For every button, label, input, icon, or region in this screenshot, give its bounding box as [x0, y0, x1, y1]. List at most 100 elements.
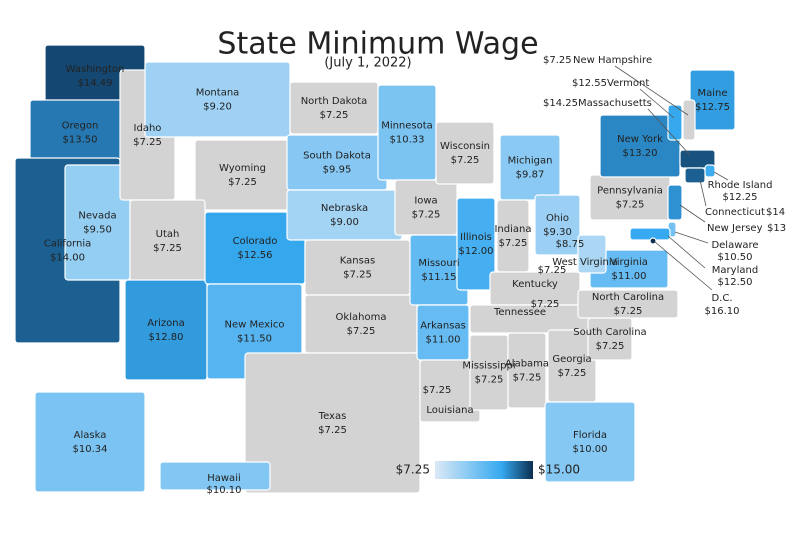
state — [159, 461, 271, 491]
state — [499, 134, 561, 201]
state — [129, 199, 206, 283]
state-name: Connecticut — [705, 207, 765, 218]
state — [534, 194, 581, 256]
leader-line — [647, 108, 691, 156]
state-wage: $11.50 — [237, 334, 272, 345]
state-name: Alaska — [74, 430, 107, 441]
state-name: Oklahoma — [336, 312, 387, 323]
state-wage: $12.56 — [238, 250, 273, 261]
state-name: Minnesota — [381, 121, 433, 132]
state — [649, 237, 657, 245]
state — [29, 99, 131, 166]
state-wage: $14.49 — [78, 78, 113, 89]
state-wage: $7.25 — [596, 341, 625, 352]
state-wage: $13 — [767, 223, 786, 234]
states — [14, 44, 736, 494]
state — [704, 164, 716, 178]
state-wage: $7.25 — [343, 270, 372, 281]
state — [416, 304, 470, 361]
state-name: Nebraska — [321, 203, 368, 214]
state-name: Wyoming — [219, 163, 266, 174]
state-wage: $7.25 — [451, 155, 480, 166]
state-name: Kentucky — [512, 279, 558, 290]
state — [507, 332, 547, 409]
state — [682, 99, 696, 141]
leader-line — [674, 231, 709, 244]
state — [577, 289, 679, 319]
state-wage: $7.25 — [499, 238, 528, 249]
state-name: South Carolina — [573, 327, 646, 338]
leader-line — [679, 204, 706, 223]
state-name: Colorado — [233, 236, 278, 247]
legend-max: $15.00 — [538, 463, 580, 477]
state-name: Rhode Island — [708, 180, 773, 191]
state-wage: $14 — [766, 207, 785, 218]
state — [456, 197, 496, 291]
state-name: Idaho — [134, 123, 162, 134]
state-name: Washington — [66, 64, 125, 75]
state-name: Iowa — [414, 196, 437, 207]
state-name: North Dakota — [301, 96, 368, 107]
state-wage: $11.15 — [422, 272, 457, 283]
state — [34, 391, 146, 493]
state-wage: $9.30 — [543, 227, 572, 238]
state-wage: $10.33 — [390, 135, 425, 146]
state-wage: $9.87 — [516, 170, 545, 181]
state-wage: $13.20 — [623, 148, 658, 159]
state — [684, 167, 706, 184]
state-wage: $12.80 — [149, 332, 184, 343]
state — [286, 134, 388, 191]
state-name: Virginia — [610, 257, 648, 268]
state-wage: $10.00 — [573, 444, 608, 455]
state-wage: $8.75 — [556, 239, 585, 250]
state-wage: $7.25 — [558, 368, 587, 379]
state — [435, 121, 495, 185]
state-wage: $9.50 — [83, 225, 112, 236]
state — [286, 189, 403, 241]
state-name: Hawaii — [207, 473, 241, 484]
state-name: New Jersey — [707, 223, 763, 234]
state-name: Arkansas — [420, 321, 466, 332]
state — [667, 184, 683, 221]
state-name: Massachusetts — [578, 98, 652, 109]
state-name: Utah — [156, 229, 180, 240]
leader-line — [654, 241, 713, 291]
state — [244, 352, 421, 494]
state-name: Texas — [318, 411, 347, 422]
state-name: Florida — [573, 430, 607, 441]
state — [587, 317, 633, 361]
state — [667, 104, 683, 141]
leader-line — [639, 88, 675, 119]
state-name: West Virginia — [552, 257, 617, 268]
state-wage: $10.10 — [207, 485, 242, 496]
state-name: Louisiana — [426, 405, 473, 416]
state-wage: $13.50 — [63, 135, 98, 146]
state-wage: $12.75 — [695, 102, 730, 113]
state-name: D.C. — [711, 293, 732, 304]
state-wage: $12.25 — [723, 192, 758, 203]
state-wage: $11.00 — [612, 271, 647, 282]
state — [496, 199, 530, 273]
state-wage: $7.25 — [531, 299, 560, 310]
state-name: Wisconsin — [440, 141, 490, 152]
state-wage: $7.25 — [616, 200, 645, 211]
state — [469, 334, 509, 411]
state-name: Ohio — [546, 213, 569, 224]
state-wage: $9.00 — [330, 217, 359, 228]
state-name: Oregon — [62, 121, 99, 132]
labels: Washington $14.49 Oregon $13.50 California $1… — [44, 55, 786, 496]
title: State Minimum Wage — [217, 27, 538, 62]
state-wage: $7.25 — [475, 375, 504, 386]
state-name: Maine — [697, 88, 727, 99]
state-wage: $7.25 — [133, 137, 162, 148]
state-name: South Dakota — [303, 151, 371, 162]
state-name: Pennsylvania — [597, 186, 663, 197]
state-wage: $7.25 — [513, 373, 542, 384]
state-name: New Hampshire — [573, 55, 652, 66]
state-wage: $12.55 — [572, 78, 607, 89]
state-wage: $16.10 — [705, 306, 740, 317]
leader-line — [614, 65, 689, 116]
state — [304, 294, 418, 354]
state-name: New Mexico — [225, 320, 285, 331]
